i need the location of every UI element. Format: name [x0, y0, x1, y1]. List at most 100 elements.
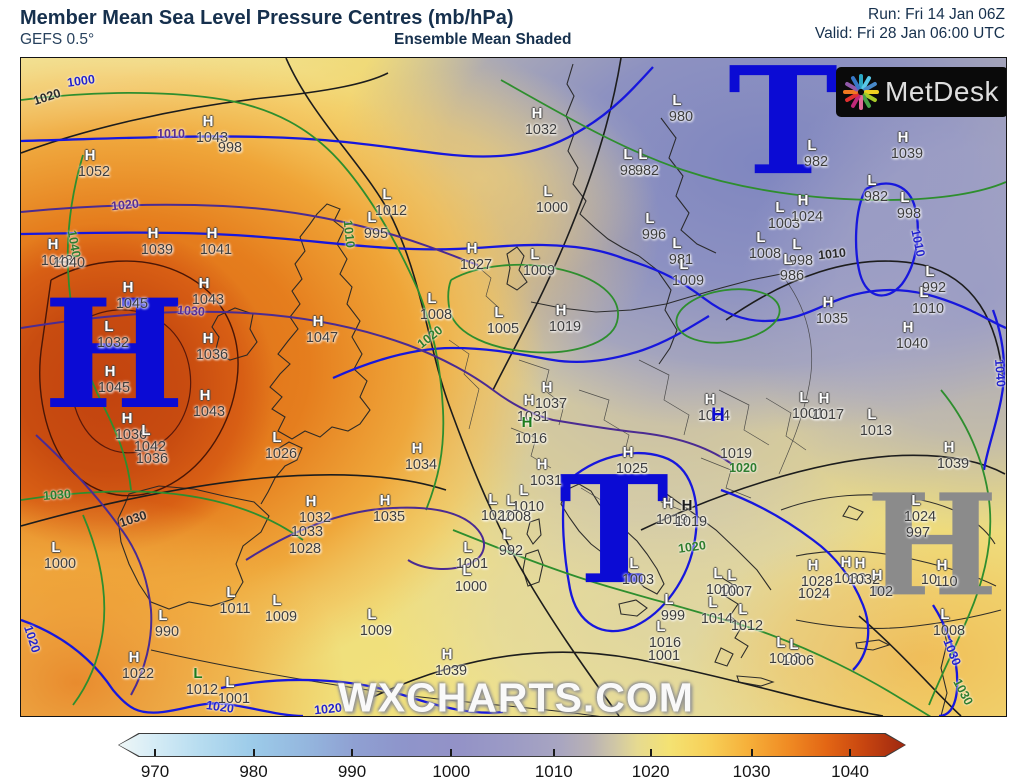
pressure-centre-value: 1052 [77, 164, 111, 180]
pressure-centre-letter: L [792, 236, 802, 253]
pressure-centre-letter: L [463, 539, 473, 556]
pressure-centre-value: 986 [619, 163, 645, 179]
pressure-centre-letter: L [51, 539, 61, 556]
pressure-centre-letter: L [738, 601, 748, 618]
pressure-centre-letter: H [818, 390, 830, 407]
colorbar [118, 733, 906, 757]
pressure-centre-letter: H [84, 147, 96, 164]
pressure-centre-letter: L [502, 526, 512, 543]
pressure-centre-value: 982 [863, 189, 889, 205]
pressure-centre-value: 1032 [847, 572, 881, 588]
isobar-label: 1010 [157, 127, 185, 141]
colorbar-tick-label: 1010 [534, 762, 573, 781]
pressure-centre-value: 1047 [305, 330, 339, 346]
map-graphic [21, 58, 1006, 716]
pressure-centre-value: 1019 [674, 514, 708, 530]
pressure-centre-value: 1040 [52, 255, 86, 271]
pressure-centre-value: 1019 [719, 446, 753, 462]
pressure-centre-letter: H [198, 275, 210, 292]
pressure-centre-value: 999 [660, 608, 686, 624]
pressure-centre-value: 1010 [511, 499, 545, 515]
pressure-centre-letter: H [871, 567, 883, 584]
pressure-centre-value: 1024 [697, 408, 731, 424]
isobar-labels-layer: 1020 1000 1010 1020 1030 1040 1030 1030 1020 1020… [21, 58, 1006, 716]
pressure-centre-value: 1003 [621, 572, 655, 588]
pressure-centre-letter: L [272, 592, 282, 609]
pressure-centre-letter: L [494, 304, 504, 321]
metdesk-pinwheel-icon [843, 74, 879, 110]
pressure-centre-value: 998 [788, 253, 814, 269]
pressure-centre-letter: L [799, 389, 809, 406]
pressure-centre-letter: H [840, 554, 852, 571]
pressure-centre-letter: H [936, 557, 948, 574]
pressure-centre-letter: H [128, 649, 140, 666]
pressure-centre-letter: H [622, 444, 634, 461]
pressure-centre-value: 1027 [459, 257, 493, 273]
pressure-centre-value: 1019 [548, 319, 582, 335]
isobar-label: 1020 [729, 461, 757, 475]
pressure-centre-letter: H [441, 646, 453, 663]
pressure-centre-letter: H [943, 439, 955, 456]
pressure-centre-letter: H [147, 225, 159, 242]
pressure-centre-letter: L [104, 318, 114, 335]
pressure-centre-letter: L [867, 406, 877, 423]
pressure-centre-letter: L [783, 251, 793, 268]
pressure-centre-value: 1024 [797, 586, 831, 602]
pressure-centre-value: 1008 [419, 307, 453, 323]
pressure-centre-value: 1032 [96, 335, 130, 351]
pressure-centre-value: 1009 [359, 623, 393, 639]
pressure-centre-letter: L [629, 555, 639, 572]
pressure-centre-letter: L [645, 210, 655, 227]
pressure-centre-letter: H [202, 330, 214, 347]
pressure-centre-letter: L [226, 584, 236, 601]
pressure-centre-letter: H [206, 225, 218, 242]
pressure-centre-letter: H [466, 240, 478, 257]
pressure-centre-letter: H [411, 440, 423, 457]
pressure-centre-letter: L [789, 636, 799, 653]
colorbar-tick-mark [351, 749, 354, 756]
pressure-centre-value: 1013 [859, 423, 893, 439]
pressure-centre-value: 1014 [700, 611, 734, 627]
colorbar-tick-label: 990 [337, 762, 367, 781]
pressure-centre-value: 995 [363, 226, 389, 242]
pressure-centre-value: 1026 [264, 446, 298, 462]
pressure-centre-value: 1042 [133, 439, 167, 455]
pressure-centre-value: 990 [154, 624, 180, 640]
pressure-centre-letter: H [897, 129, 909, 146]
pressure-centre-value: 982 [803, 154, 829, 170]
pressure-centre-value: 1016 [514, 431, 548, 447]
pressure-centre-letter: L [272, 429, 282, 446]
pressure-centre-letter: H [121, 410, 133, 427]
pressure-centre-value: 1010 [911, 301, 945, 317]
pressure-centre-value: 998 [896, 206, 922, 222]
pressure-centre-letter: L [940, 606, 950, 623]
pressure-centre-letter: H [822, 294, 834, 311]
pressure-centre-value: 1000 [705, 582, 739, 598]
pressure-centre-value: 1011 [219, 601, 251, 617]
pressure-centre-value: 1039 [936, 456, 970, 472]
pressure-centre-value: 1036 [195, 347, 229, 363]
pressure-centre-value: 1006 [781, 653, 815, 669]
pressure-centre-value: 1019 [655, 512, 689, 528]
pressure-centre-value: 1036 [114, 427, 148, 443]
pressure-centre-letter: L [367, 606, 377, 623]
pressure-centre-value: 1048 [40, 253, 74, 269]
pressure-centre-value: 997 [905, 525, 931, 541]
pressure-centre-value: 10 [920, 572, 938, 588]
pressure-centre-letter: H [797, 192, 809, 209]
pressure-centre-value: 1009 [671, 273, 705, 289]
pressure-centre-value: 1001 [647, 648, 681, 664]
pressure-centre-value: 986 [779, 268, 805, 284]
colorbar-tick-label: 1000 [432, 762, 471, 781]
pressure-centre-letter: L [623, 146, 633, 163]
pressure-centre-letter: H [305, 493, 317, 510]
pressure-centre-value: 1001 [455, 556, 489, 572]
pressure-centre-letter: H [807, 557, 819, 574]
pressure-centre-letter: L [713, 565, 723, 582]
pressure-centre-value: 1025 [615, 461, 649, 477]
pressure-centre-value: 1008 [932, 623, 966, 639]
colorbar-tick-label: 1040 [831, 762, 869, 781]
pressure-centre-value: 1028 [288, 541, 322, 557]
colorbar-tick-label: 980 [239, 762, 268, 781]
pressure-centre-letter: L [708, 594, 718, 611]
